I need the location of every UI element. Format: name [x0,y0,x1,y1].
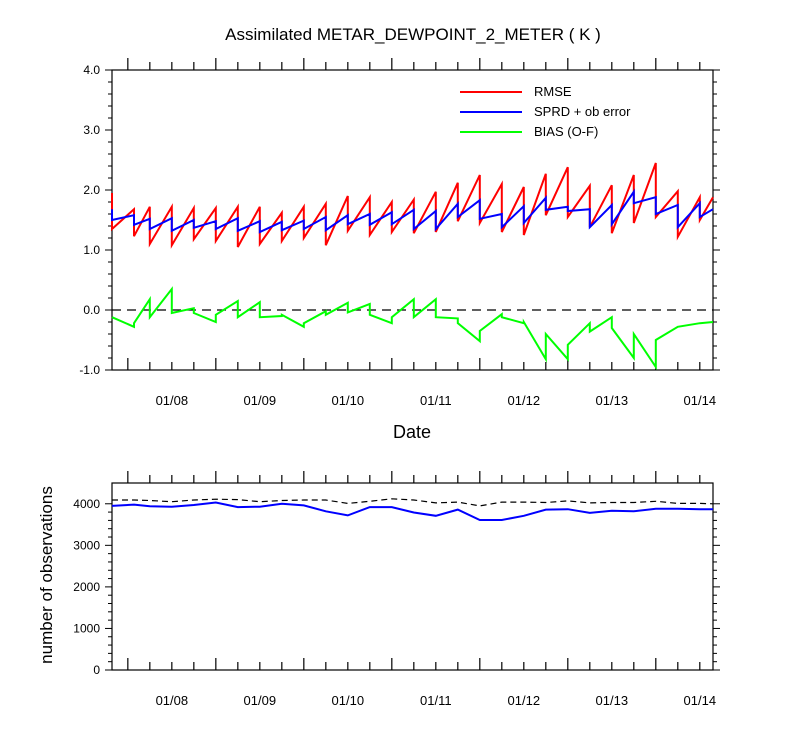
bottom-x-tick-label: 01/14 [684,693,717,708]
top-x-tick-label: 01/13 [596,393,629,408]
top-series-rmse [111,162,714,249]
bottom-y-tick-label: 1000 [73,621,100,635]
top-x-tick-label: 01/12 [508,393,541,408]
top-x-axis-label: Date [393,422,431,442]
top-y-tick-label: -1.0 [79,363,100,377]
top-y-tick-label: 0.0 [83,303,100,317]
legend-label: SPRD + ob error [534,104,631,119]
bottom-y-tick-label: 3000 [73,538,100,552]
legend-label: RMSE [534,84,572,99]
bottom-plot-frame [111,482,714,671]
top-x-tick-label: 01/08 [156,393,189,408]
bottom-series-possible-observations [112,498,714,507]
bottom-y-tick-label: 0 [93,663,100,677]
bottom-series-assimilated-observations [111,501,713,521]
legend: RMSE SPRD + ob error BIAS (O-F) [460,84,631,139]
bottom-y-axis: 0 1000 2000 3000 4000 [73,497,720,677]
bottom-x-tick-label: 01/09 [244,693,277,708]
bottom-series [111,498,714,521]
bottom-x-axis: 01/08 01/09 01/10 01/11 01/12 01/13 01/14 [127,471,717,708]
top-y-tick-label: 1.0 [83,243,100,257]
bottom-y-axis-label: number of observations [37,486,56,664]
top-series [111,162,714,371]
bottom-x-tick-label: 01/08 [156,693,189,708]
top-y-tick-label: 3.0 [83,123,100,137]
bottom-x-tick-label: 01/12 [508,693,541,708]
top-series-sprd-ob-error [111,188,714,234]
legend-label: BIAS (O-F) [534,124,598,139]
top-panel: -1.0 0.0 1.0 2.0 3.0 4.0 01/08 01/09 01/10 01/11… [79,58,720,442]
top-y-axis: -1.0 0.0 1.0 2.0 3.0 4.0 [79,63,720,377]
top-series-bias-o-f [111,286,714,371]
top-x-axis: 01/08 01/09 01/10 01/11 01/12 01/13 01/14 [127,58,717,408]
top-y-tick-label: 2.0 [83,183,100,197]
chart-title: Assimilated METAR_DEWPOINT_2_METER ( K ) [225,25,601,44]
bottom-y-tick-label: 4000 [73,497,100,511]
top-y-tick-label: 4.0 [83,63,100,77]
top-x-tick-label: 01/09 [244,393,277,408]
top-x-tick-label: 01/10 [332,393,365,408]
bottom-x-tick-label: 01/13 [596,693,629,708]
bottom-x-tick-label: 01/11 [420,693,452,708]
bottom-x-tick-label: 01/10 [332,693,365,708]
top-x-tick-label: 01/14 [684,393,717,408]
top-x-tick-label: 01/11 [420,393,452,408]
bottom-y-tick-label: 2000 [73,580,100,594]
